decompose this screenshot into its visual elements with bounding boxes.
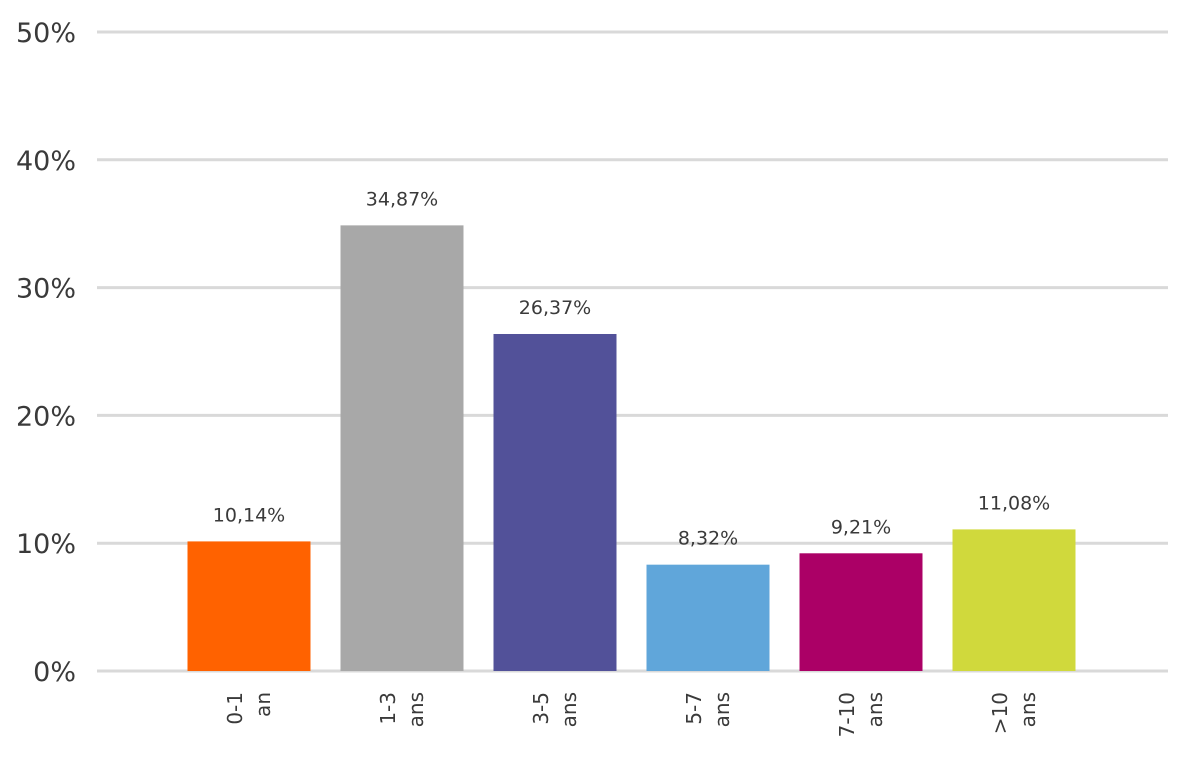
x-tick-label-line: ans: [404, 692, 428, 727]
bar: [340, 225, 464, 672]
bar: [493, 333, 617, 671]
bar: [952, 529, 1076, 671]
x-tick-label: 1-3 ans: [376, 692, 428, 727]
x-tick-label: 3-5 ans: [529, 692, 581, 727]
data-label: 9,21%: [831, 516, 891, 538]
x-tick-label-line: an: [251, 692, 275, 717]
x-tick-label: 7-10 ans: [835, 692, 887, 737]
x-tick-label-line: 1-3: [376, 692, 400, 725]
y-tick-label: 30%: [16, 274, 76, 305]
data-label: 10,14%: [213, 504, 285, 526]
x-tick-label-line: 5-7: [682, 692, 706, 725]
bar: [646, 564, 770, 671]
y-tick-label: 10%: [16, 529, 76, 560]
bar: [187, 541, 311, 671]
data-label: 34,87%: [366, 188, 438, 210]
y-tick-label: 20%: [16, 401, 76, 432]
x-tick-label-line: ans: [710, 692, 734, 727]
y-tick-label: 50%: [16, 18, 76, 49]
x-tick-label-line: ans: [863, 692, 887, 727]
x-tick-label: 0-1 an: [223, 692, 275, 725]
x-tick-label-line: 0-1: [223, 692, 247, 725]
y-tick-label: 40%: [16, 146, 76, 177]
data-label: 11,08%: [978, 492, 1050, 514]
data-label: 8,32%: [678, 528, 738, 550]
x-tick-label-line: >10: [988, 692, 1012, 734]
bar: [799, 553, 923, 671]
x-tick-label: >10 ans: [988, 692, 1040, 734]
data-label: 26,37%: [519, 297, 591, 319]
y-tick-label: 0%: [33, 657, 76, 688]
x-tick-label-line: 3-5: [529, 692, 553, 725]
x-tick-label-line: ans: [557, 692, 581, 727]
x-tick-label-line: 7-10: [835, 692, 859, 737]
x-tick-label: 5-7 ans: [682, 692, 734, 727]
x-tick-label-line: ans: [1016, 692, 1040, 727]
